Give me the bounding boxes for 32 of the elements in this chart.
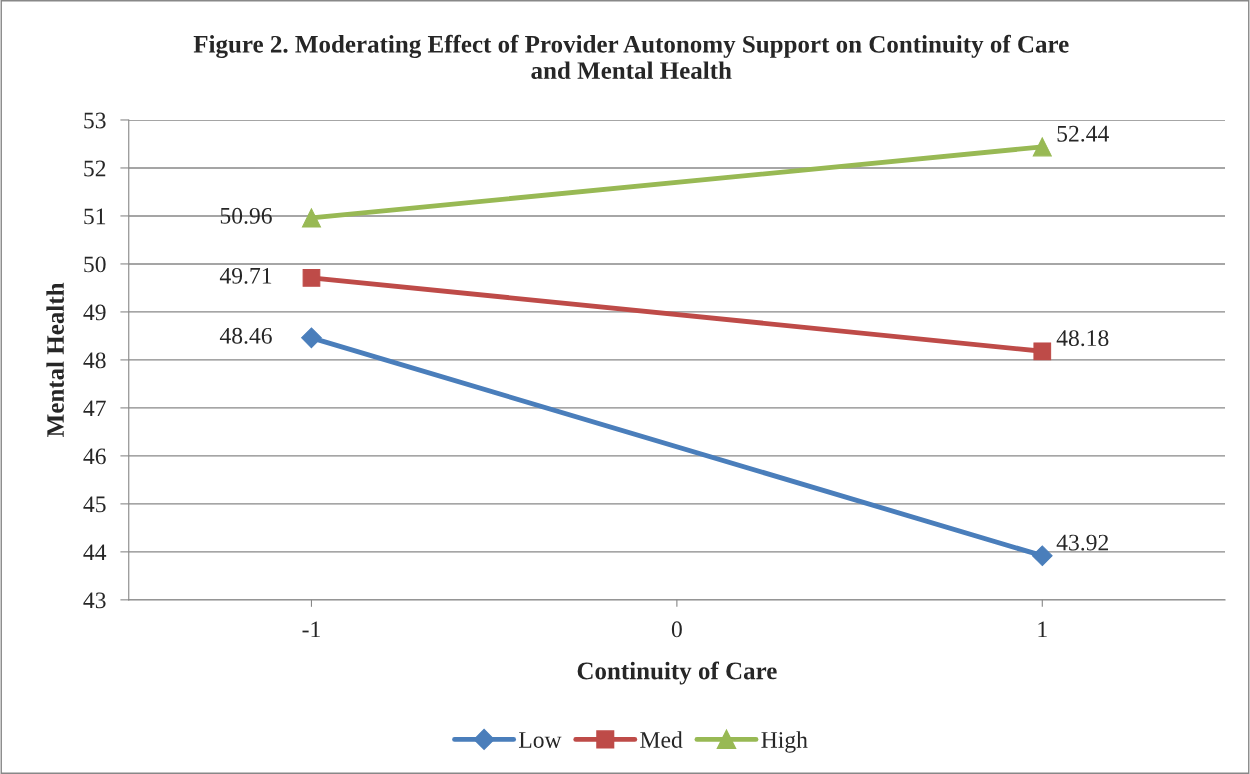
y-tick-label: 46 [83,448,106,465]
y-axis-title: Mental Health [46,282,64,437]
y-tick-label: 53 [84,112,106,129]
x-tick-label: 0 [671,621,682,638]
x-tick-label: 1 [1038,621,1047,638]
legend-label: Med [640,731,683,748]
point [302,269,321,287]
point [1033,342,1052,361]
y-tick-label: 44 [83,544,107,561]
y-tick-label: 51 [84,208,106,225]
data-label: 49.71 [219,267,272,284]
data-label: 43.92 [1056,534,1108,551]
data-label: 52.44 [1057,125,1109,142]
data-label: 50.96 [220,207,272,224]
x-axis-title: Continuity of Care [577,661,777,685]
legend-label: Low [519,732,562,748]
y-tick-label: 45 [83,496,106,513]
y-tick-label: 50 [84,256,106,273]
y-tick-label: 47 [83,400,106,417]
data-label: 48.18 [1056,330,1109,347]
y-tick-label: 43 [83,592,106,609]
chart-title: Figure 2. Moderating Effect of Provider Autonomy Support on Continuity of Care and Mental Health [193,34,1069,80]
y-tick-label: 49 [83,304,106,321]
point [301,327,322,349]
point [301,208,322,228]
point [1032,137,1052,157]
x-tick-label: -1 [302,621,320,638]
y-tick-label: 48 [83,352,106,369]
data-label: 48.46 [219,327,272,344]
point [1031,545,1053,567]
y-tick-label: 52 [84,160,106,177]
legend-label: High [761,731,808,753]
